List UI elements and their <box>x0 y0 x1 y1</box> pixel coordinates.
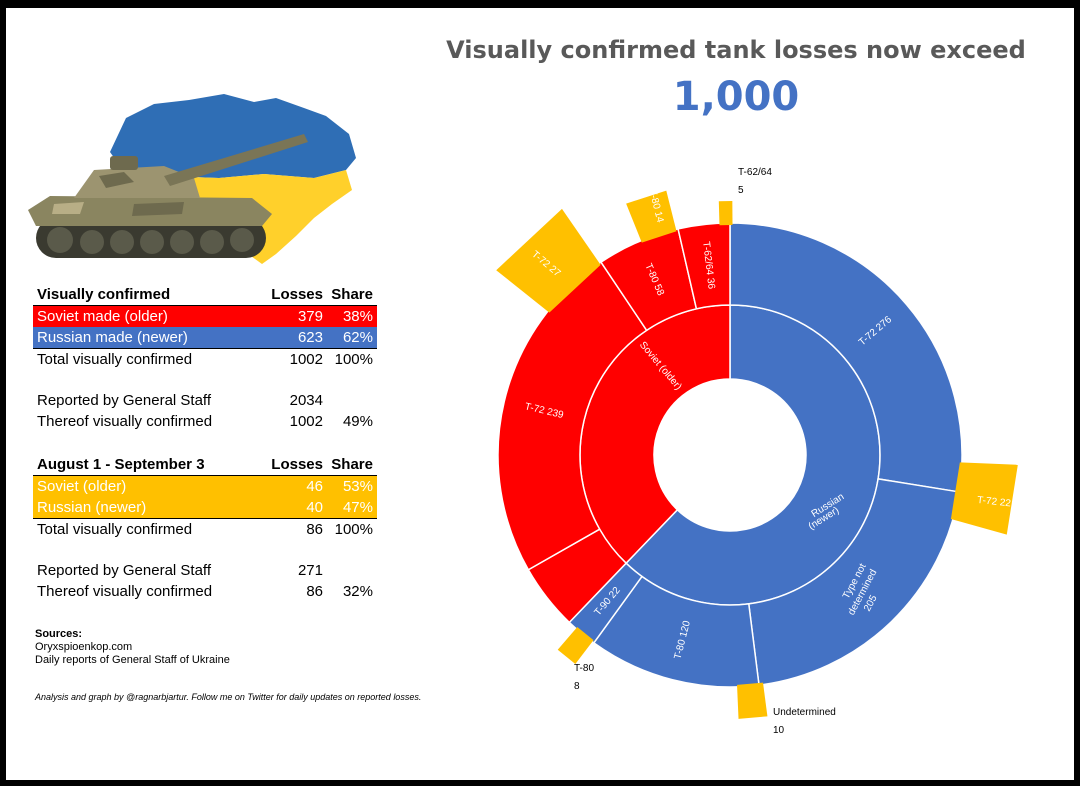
recent-spike <box>557 626 594 665</box>
row-losses: 1002 <box>289 413 323 430</box>
table-row: Total visually confirmed 86 100% <box>33 519 377 541</box>
table-row: Russian made (newer) 623 62% <box>33 327 377 349</box>
table-row: Soviet (older) 46 53% <box>33 475 377 497</box>
row-share: 47% <box>327 497 377 519</box>
header-share: Share <box>327 454 377 476</box>
row-losses: 379 <box>249 305 327 327</box>
infographic: Visually confirmed tank losses now excee… <box>6 8 1074 780</box>
row-label: Reported by General Staff <box>37 562 211 579</box>
row-losses: 86 <box>306 521 323 538</box>
row-share: 62% <box>327 327 377 349</box>
row-label: Total visually confirmed <box>37 351 193 368</box>
source-line: Daily reports of General Staff of Ukrain… <box>35 654 230 666</box>
table-row: Soviet made (older) 379 38% <box>33 305 377 327</box>
row-share: 100% <box>334 521 373 538</box>
sources-heading: Sources: <box>35 628 83 640</box>
table-row: Reported by General Staff 271 <box>33 560 377 581</box>
row-losses: 1002 <box>289 351 323 368</box>
outer-segment <box>747 478 960 687</box>
row-share: 38% <box>327 305 377 327</box>
recent-spike <box>737 682 768 719</box>
row-losses: 46 <box>249 475 327 497</box>
recent-period-table: August 1 - September 3 Losses Share Sovi… <box>33 454 377 540</box>
visually-confirmed-table: Visually confirmed Losses Share Soviet m… <box>33 284 377 370</box>
spike-label: 5 <box>738 185 744 196</box>
row-label: Russian (newer) <box>33 497 249 519</box>
recent-spike <box>496 208 601 313</box>
outer-segment <box>677 222 731 310</box>
table-header: August 1 - September 3 Losses Share <box>33 454 377 476</box>
table-row: Russian (newer) 40 47% <box>33 497 377 519</box>
sources: Sources: Oryxspioenkop.com Daily reports… <box>35 628 230 667</box>
row-losses: 623 <box>249 327 327 349</box>
row-share: 100% <box>334 351 373 368</box>
spike-label: 10 <box>773 725 785 736</box>
headline-number: 1,000 <box>672 74 800 120</box>
row-share: 49% <box>342 413 373 430</box>
chart-title: Visually confirmed tank losses now excee… <box>446 36 1026 64</box>
source-line: Oryxspioenkop.com <box>35 641 133 653</box>
row-label: Total visually confirmed <box>37 521 193 538</box>
recent-spike <box>950 462 1018 535</box>
header-losses: Losses <box>249 284 327 306</box>
table-row: Thereof visually confirmed 86 32% <box>33 581 377 602</box>
table-row: Total visually confirmed 1002 100% <box>33 349 377 371</box>
row-label: Thereof visually confirmed <box>37 583 213 600</box>
general-staff-table: Reported by General Staff 2034 Thereof v… <box>33 390 377 432</box>
spike-label: T-62/64 <box>738 167 772 178</box>
row-share: 32% <box>342 583 373 600</box>
table-row: Thereof visually confirmed 1002 49% <box>33 411 377 432</box>
row-losses: 40 <box>249 497 327 519</box>
tank-over-ukraine-map-icon <box>28 94 356 264</box>
row-losses: 2034 <box>289 392 323 409</box>
outer-label: T-62/64 36 <box>700 241 716 290</box>
spike-label: T-80 <box>574 663 594 674</box>
header-losses: Losses <box>249 454 327 476</box>
row-label: Reported by General Staff <box>37 392 211 409</box>
spike-label: 8 <box>574 681 580 692</box>
header-label: August 1 - September 3 <box>33 454 249 476</box>
spike-label: T-72 22 <box>977 495 1012 510</box>
row-label: Russian made (newer) <box>33 327 249 349</box>
header-share: Share <box>327 284 377 306</box>
header-label: Visually confirmed <box>33 284 249 306</box>
row-losses: 86 <box>306 583 323 600</box>
row-label: Soviet (older) <box>33 475 249 497</box>
tank-icon <box>28 134 308 258</box>
row-losses: 271 <box>297 562 323 579</box>
recent-general-staff-table: Reported by General Staff 271 Thereof vi… <box>33 560 377 602</box>
recent-spike <box>718 201 733 226</box>
table-row: Reported by General Staff 2034 <box>33 390 377 411</box>
recent-spike <box>626 190 677 243</box>
table-header: Visually confirmed Losses Share <box>33 284 377 306</box>
row-label: Thereof visually confirmed <box>37 413 213 430</box>
footnote: Analysis and graph by @ragnarbjartur. Fo… <box>35 692 422 702</box>
row-label: Soviet made (older) <box>33 305 249 327</box>
spike-label: Undetermined <box>773 707 836 718</box>
row-share: 53% <box>327 475 377 497</box>
